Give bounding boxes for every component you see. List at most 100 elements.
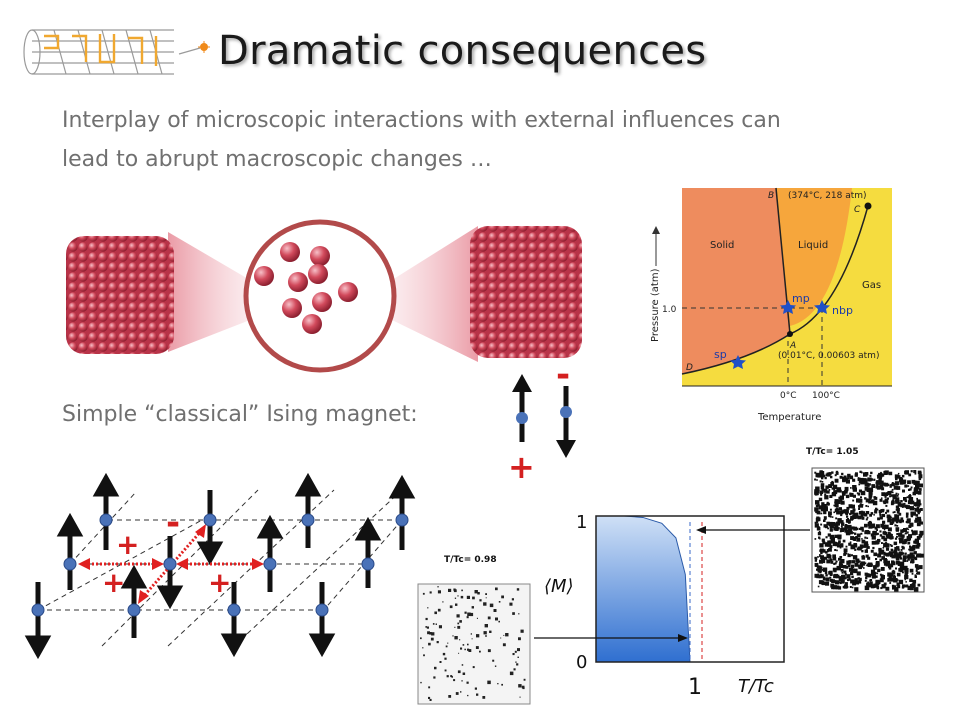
- snapshot-cluster: [868, 520, 872, 524]
- snapshot-cluster: [437, 608, 441, 612]
- snapshot-cluster: [841, 544, 844, 547]
- snapshot-cluster: [881, 575, 883, 578]
- snapshot-cluster: [879, 480, 884, 485]
- snapshot-cluster: [878, 509, 882, 514]
- snapshot-cluster: [917, 583, 921, 587]
- snapshot-cluster: [860, 496, 862, 499]
- snapshot-cluster: [897, 563, 901, 566]
- snapshot-cluster: [846, 506, 850, 510]
- snapshot-cluster: [824, 556, 828, 560]
- snapshot-cluster: [422, 647, 424, 649]
- snapshot-cluster: [882, 520, 886, 524]
- snapshot-cluster: [850, 510, 855, 515]
- snapshot-cluster: [864, 572, 868, 576]
- snapshot-cluster: [820, 493, 823, 496]
- liquid-label: Liquid: [798, 240, 828, 251]
- snapshot-cluster: [823, 516, 827, 520]
- snapshot-cluster: [914, 539, 919, 544]
- snapshot-cluster: [891, 500, 895, 505]
- snapshot-cluster: [487, 680, 491, 685]
- snapshot-cluster: [885, 586, 890, 591]
- snapshot-cluster: [890, 578, 895, 582]
- snapshot-cluster: [867, 522, 872, 527]
- snapshot-cluster: [821, 476, 824, 480]
- snapshot-cluster: [474, 590, 478, 594]
- snapshot-cluster: [816, 490, 820, 494]
- snapshot-cluster: [883, 542, 888, 548]
- snapshot-cluster: [864, 523, 868, 528]
- snapshot-cluster: [840, 513, 843, 517]
- snapshot-cluster: [471, 606, 474, 609]
- spin-down-minus: -: [556, 362, 570, 395]
- snapshot-cluster: [825, 574, 828, 577]
- snapshot-cluster: [820, 512, 823, 515]
- snapshot-cluster: [873, 478, 876, 481]
- snapshot-cluster: [833, 562, 836, 565]
- snapshot-cluster: [913, 489, 919, 495]
- snapshot-cluster: [919, 553, 924, 558]
- snapshot-cluster: [913, 551, 917, 555]
- snapshot-cluster: [870, 512, 874, 515]
- snapshot-cluster: [879, 578, 884, 583]
- snapshot-cluster: [876, 532, 879, 535]
- snapshot-cluster: [895, 500, 899, 504]
- snapshot-cluster: [859, 503, 862, 506]
- snapshot-cluster: [517, 648, 520, 652]
- snapshot-cluster: [844, 525, 848, 529]
- snapshot-cluster: [910, 506, 914, 510]
- snapshot-cluster: [450, 675, 453, 678]
- snapshot-cluster: [919, 521, 923, 525]
- snapshot-cluster: [897, 585, 901, 589]
- snapshot-cluster: [454, 626, 456, 628]
- snapshot-cluster: [895, 505, 900, 509]
- snapshot-cluster: [908, 497, 914, 502]
- snapshot-cluster: [891, 554, 896, 559]
- snapshot-cluster: [864, 481, 868, 485]
- snapshot-cluster: [455, 603, 458, 606]
- point-a-label: A: [789, 341, 796, 351]
- snapshot-cluster: [896, 494, 899, 497]
- snapshot-cluster: [827, 533, 831, 537]
- snapshot-cluster: [881, 497, 883, 499]
- snapshot-cluster: [875, 562, 880, 567]
- snapshot-cluster: [835, 580, 839, 584]
- snapshot-cluster: [892, 499, 895, 502]
- snapshot-cluster: [851, 560, 856, 564]
- snapshot-cluster: [888, 471, 893, 476]
- snapshot-cluster: [818, 580, 823, 585]
- snapshot-cluster: [870, 569, 876, 574]
- snapshot-cluster: [449, 605, 453, 609]
- snapshot-cluster: [830, 540, 834, 544]
- snapshot-cluster: [838, 557, 841, 561]
- snapshot-cluster: [887, 515, 891, 519]
- snapshot-cluster: [814, 523, 819, 528]
- snapshot-cluster: [902, 571, 904, 574]
- snapshot-cluster: [822, 541, 826, 545]
- snapshot-cluster: [831, 480, 834, 484]
- snapshot-cluster: [429, 632, 432, 635]
- snapshot-cluster: [881, 556, 885, 560]
- snapshot-cluster: [845, 511, 848, 515]
- critical-point-coords: (374°C, 218 atm): [788, 191, 867, 201]
- snapshot-cluster: [892, 494, 897, 499]
- snapshot-cluster: [472, 666, 475, 669]
- snapshot-cluster: [820, 483, 825, 487]
- snapshot-cluster: [852, 581, 856, 586]
- snapshot-cluster: [523, 678, 526, 681]
- snapshot-cluster: [426, 626, 429, 629]
- snapshot-cluster: [868, 495, 872, 499]
- snapshot-cluster: [904, 574, 909, 580]
- snapshot-cluster: [847, 519, 851, 523]
- particle: [282, 298, 302, 318]
- snapshot-cluster: [819, 571, 822, 574]
- snapshot-cluster: [495, 617, 498, 621]
- snapshot-cluster: [918, 488, 922, 491]
- snapshot-cluster: [884, 499, 889, 503]
- snapshot-cluster: [910, 522, 914, 526]
- snapshot-cluster: [875, 507, 878, 510]
- snapshot-cluster: [904, 499, 908, 503]
- snapshot-cluster: [905, 512, 909, 516]
- snapshot-cluster: [855, 536, 858, 539]
- snapshot-cluster: [818, 531, 821, 533]
- snapshot-cluster: [876, 474, 879, 477]
